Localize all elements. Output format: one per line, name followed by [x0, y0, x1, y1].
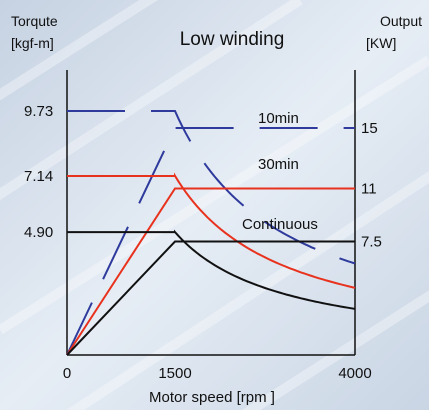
left-tick-labels: 9.73 7.14 4.90 [24, 103, 53, 241]
torque-line-30min [67, 172, 356, 289]
right-tick-label: 15 [361, 120, 378, 137]
series-label-continuous: Continuous [242, 216, 318, 233]
x-tick-label: 1500 [158, 365, 191, 382]
left-axis-label-line2: [kgf-m] [11, 35, 54, 51]
output-line-10min [66, 127, 355, 356]
right-tick-label: 11 [361, 181, 377, 198]
left-axis-label-line1: Torqute [11, 13, 58, 29]
right-tick-label: 7.5 [361, 234, 382, 251]
left-tick-label: 4.90 [24, 224, 53, 241]
output-line-continuous [66, 240, 355, 356]
series-label-30min: 30min [258, 156, 299, 173]
x-tick-labels: 0 1500 4000 [63, 365, 372, 382]
series-label-10min: 10min [258, 110, 299, 127]
x-tick-label: 4000 [338, 365, 371, 382]
torque-line-continuous [67, 229, 356, 310]
right-axis-label-line2: [KW] [366, 35, 396, 51]
x-tick-label: 0 [63, 365, 71, 382]
left-tick-label: 9.73 [24, 103, 53, 120]
right-axis-label-line1: Output [380, 13, 422, 29]
chart-title: Low winding [180, 29, 285, 50]
chart-marks [66, 70, 356, 356]
right-tick-labels: 15 11 7.5 [361, 120, 382, 251]
left-tick-label: 7.14 [24, 168, 53, 185]
output-line-30min [66, 187, 355, 356]
x-axis-label: Motor speed [rpm ] [149, 389, 275, 406]
